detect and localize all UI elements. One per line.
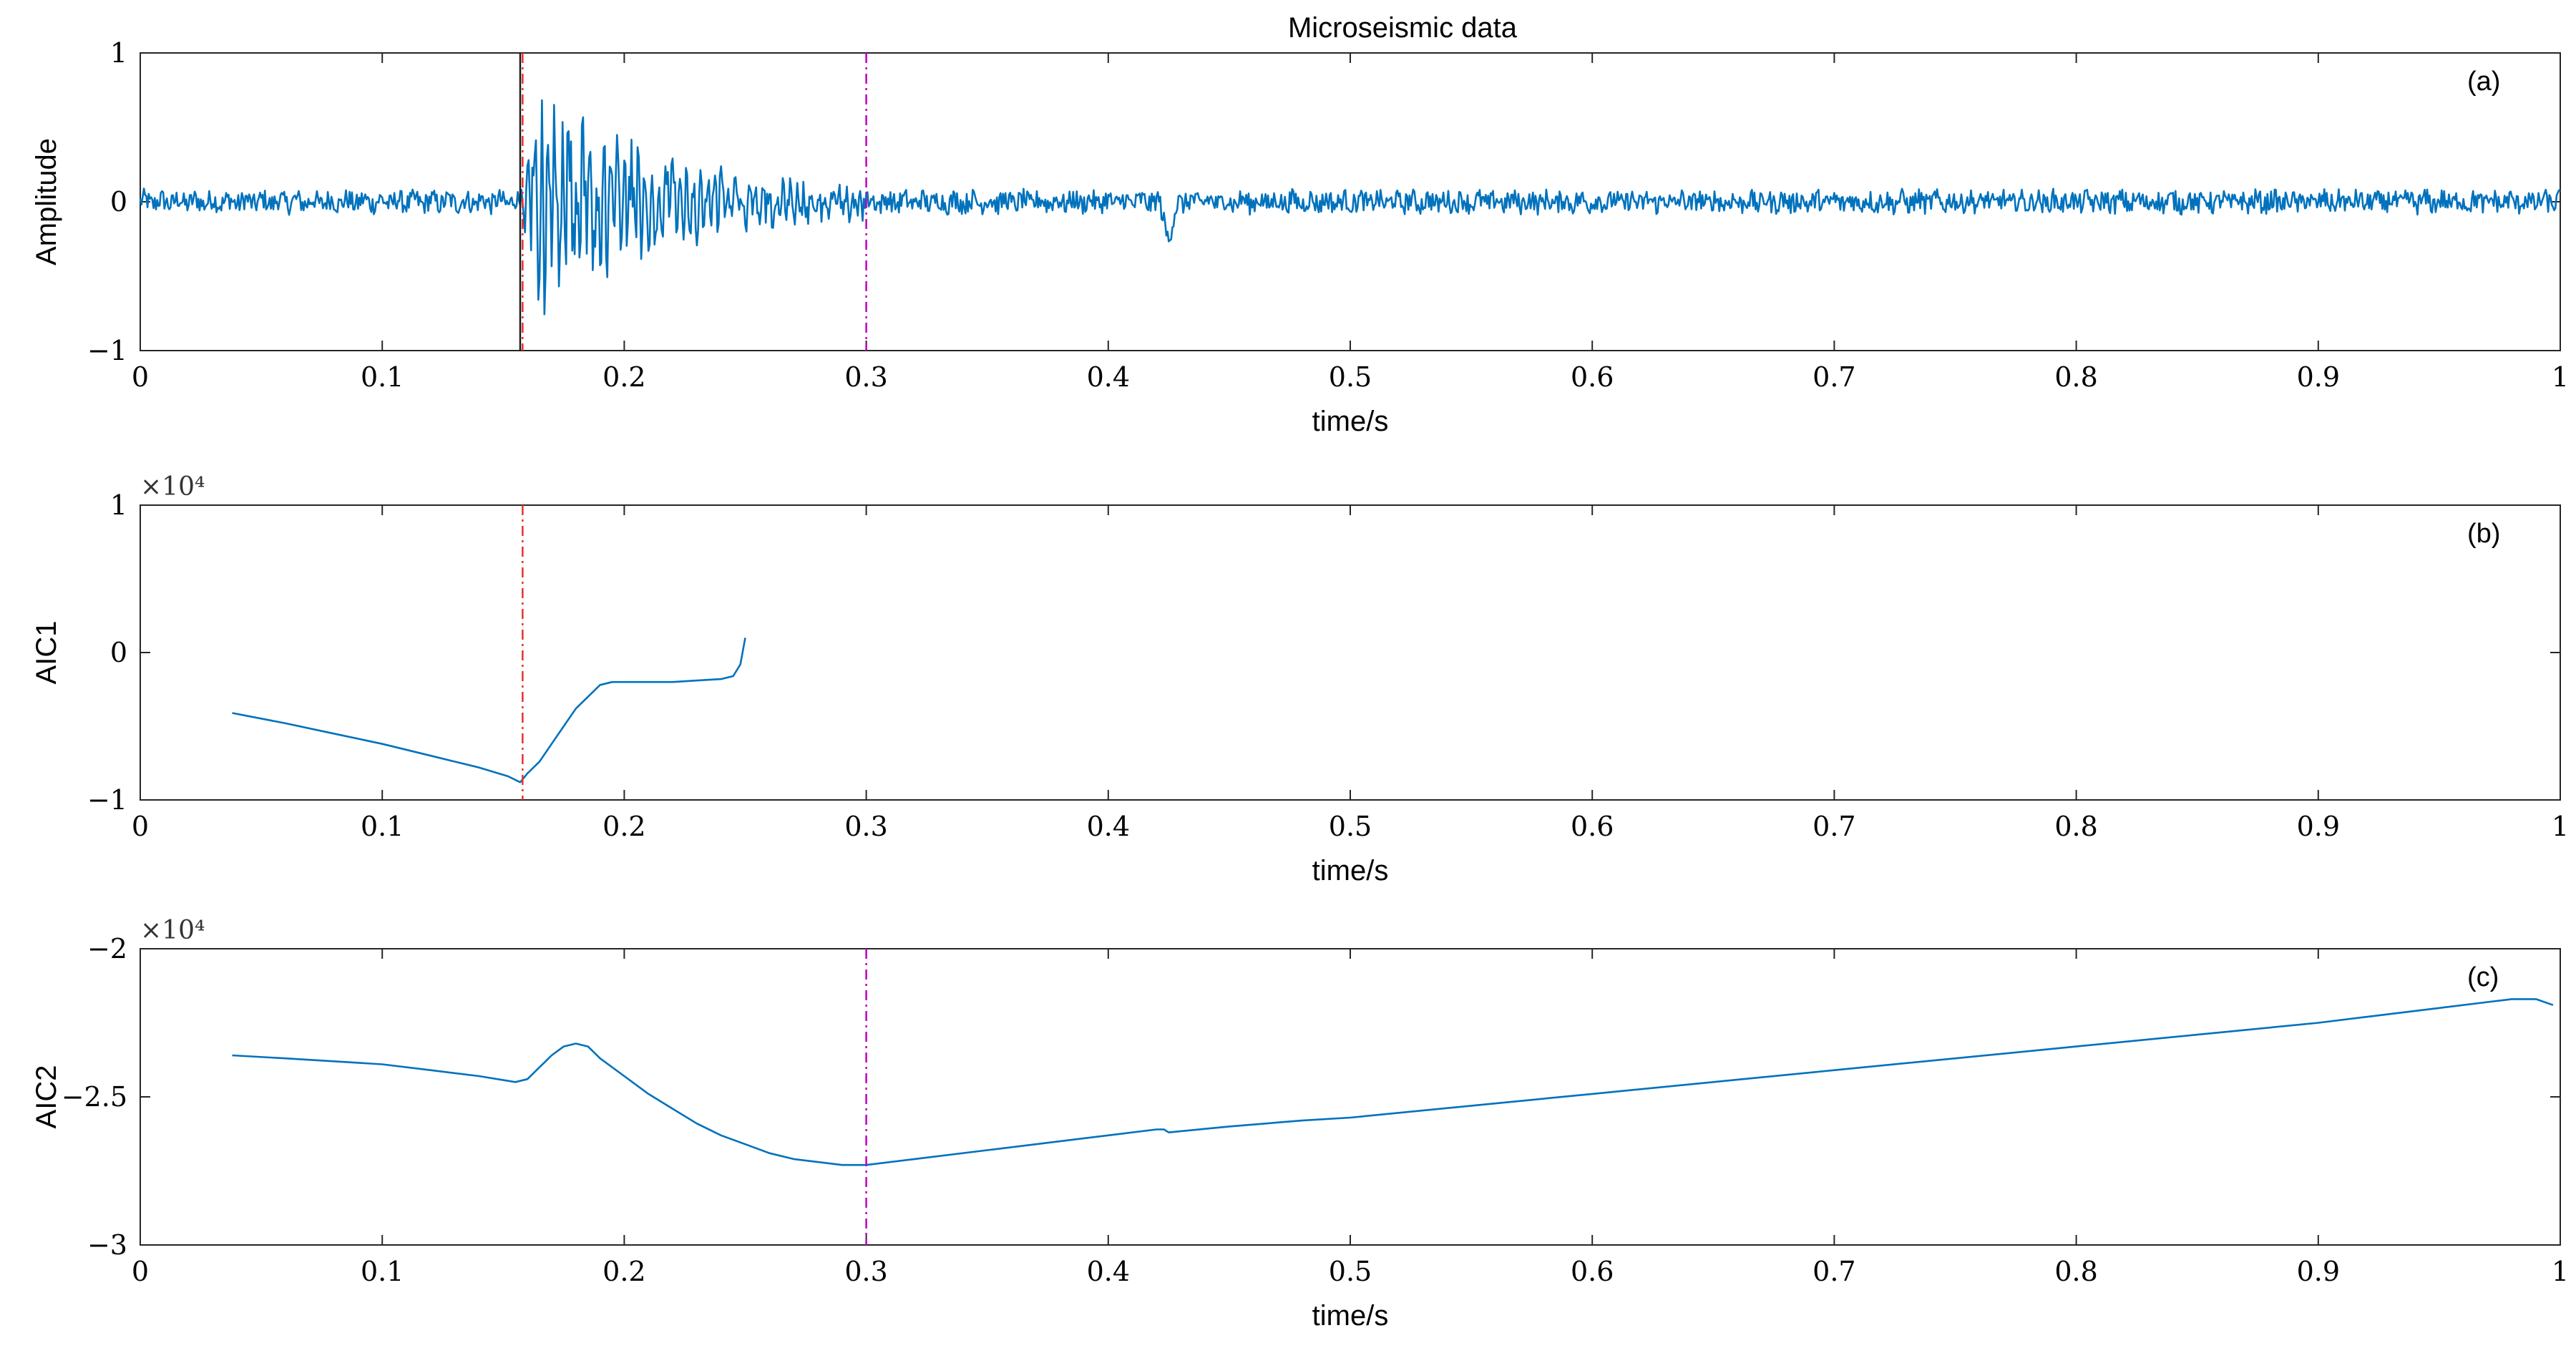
y-tick-label: 0 [110,186,127,218]
panel-c: 0 0.1 0.2 0.3 0.4 0.5 0.6 0.7 0.8 0.9 1 −3 −2.5 −2 tim… [31,916,2569,1332]
x-tick-label: 0.8 [2054,361,2097,393]
figure-title: Microseismic data [1288,12,1518,44]
x-tick-label: 0.1 [361,1256,404,1287]
x-tick-label: 0.2 [602,361,645,393]
x-tick-label: 0.4 [1087,811,1130,842]
x-tick-label: 0.6 [1571,361,1614,393]
x-tick-label: 0.1 [361,361,404,393]
y-axis-label: Amplitude [31,138,62,265]
x-tick-label: 0.3 [844,811,887,842]
series-line-c [232,998,2554,1166]
exponent-label: ×10⁴ [140,472,205,502]
x-axis-label: time/s [1312,855,1389,887]
x-tick-label: 0.6 [1571,1256,1614,1287]
x-tick-label: 0.4 [1087,361,1130,393]
axes-box-c [140,948,2561,1246]
x-tick-label: 0.7 [1813,1256,1855,1287]
x-tick-label: 0.9 [2297,1256,2340,1287]
x-tick-label: 1 [2552,1256,2569,1287]
x-tick-label: 0.1 [361,811,404,842]
x-tick-label: 0.7 [1813,811,1855,842]
x-tick-label: 0.2 [602,811,645,842]
x-axis-label: time/s [1312,406,1389,437]
series-line-a [139,99,2561,316]
panel-a: 0 0.1 0.2 0.3 0.4 0.5 0.6 0.7 0.8 0.9 1−101time/sA… [31,37,2569,437]
y-tick-label: −2 [87,933,127,964]
x-tick-label: 0.9 [2297,811,2340,842]
y-tick-label: 1 [110,37,127,69]
y-tick-label: 1 [110,489,127,521]
x-tick-label: 1 [2552,811,2569,842]
x-tick-label: 0.4 [1087,1256,1130,1287]
x-tick-label: 0.5 [1329,1256,1372,1287]
exponent-label: ×10⁴ [140,916,205,945]
y-axis-label: AIC2 [31,1065,62,1129]
x-tick-label: 0.5 [1329,361,1372,393]
x-tick-label: 0.8 [2054,1256,2097,1287]
x-tick-label: 0.3 [844,361,887,393]
x-tick-label: 0.8 [2054,811,2097,842]
y-tick-label: −3 [87,1229,127,1261]
x-tick-label: 0 [132,361,149,393]
x-tick-label: 0 [132,1256,149,1287]
x-tick-label: 0.5 [1329,811,1372,842]
panel-label: (a) [2467,67,2500,97]
x-axis-label: time/s [1312,1300,1389,1332]
x-tick-label: 0.3 [844,1256,887,1287]
x-tick-label: 0.7 [1813,361,1855,393]
y-tick-label: 0 [110,637,127,668]
x-tick-label: 0.6 [1571,811,1614,842]
x-tick-label: 1 [2552,361,2569,393]
panel-label: (c) [2467,962,2499,992]
y-tick-label: −2.5 [62,1081,127,1113]
panel-b: 0 0.1 0.2 0.3 0.4 0.5 0.6 0.7 0.8 0.9 1−101time/sA… [31,472,2569,887]
y-tick-label: −1 [87,335,127,366]
axes-box-b [140,504,2561,801]
x-tick-label: 0 [132,811,149,842]
panel-label: (b) [2467,519,2500,549]
series-line-b [232,638,746,783]
x-tick-label: 0.2 [602,1256,645,1287]
y-axis-label: AIC1 [31,621,62,685]
x-tick-label: 0.9 [2297,361,2340,393]
y-tick-label: −1 [87,784,127,816]
